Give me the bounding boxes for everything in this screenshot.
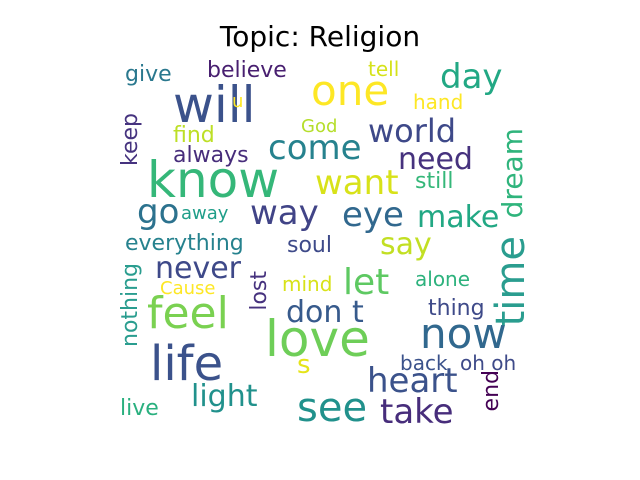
word-eye: eye (342, 195, 404, 235)
word-know: know (147, 151, 280, 209)
word-mind: mind (282, 272, 333, 296)
word-keep: keep (118, 113, 143, 166)
page-title: Topic: Religion (219, 20, 421, 53)
word-heart: heart (367, 361, 458, 401)
word-let: let (343, 262, 390, 303)
word-cause: Cause (160, 278, 216, 299)
word-thing: thing (428, 296, 485, 321)
word-way: way (250, 193, 319, 233)
word-believe: believe (207, 58, 287, 83)
word-oh-oh: oh oh (460, 351, 517, 375)
word-tell: tell (368, 57, 400, 81)
word-still: still (415, 169, 454, 194)
word-dream: dream (496, 128, 529, 219)
word-hand: hand (413, 90, 464, 114)
word-see: see (297, 385, 368, 431)
word-will: will (173, 76, 256, 134)
word-take: take (380, 392, 454, 432)
word-life: life (150, 336, 224, 392)
word-live: live (120, 396, 159, 421)
word-time: time (488, 236, 534, 327)
word-say: say (380, 227, 432, 262)
word-always: always (173, 143, 249, 168)
word-don-t: don t (286, 295, 364, 330)
word-one: one (311, 66, 390, 115)
word-away: away (181, 203, 229, 224)
word-alone: alone (415, 267, 471, 291)
word-back: back (400, 351, 448, 375)
word-everything: everything (125, 231, 244, 256)
word-nothing: nothing (118, 263, 143, 347)
word-love: love (265, 310, 370, 368)
word-go: go (137, 192, 180, 232)
word-soul: soul (287, 233, 332, 258)
word-never: never (155, 251, 242, 286)
word-day: day (440, 57, 503, 97)
word-want: want (315, 163, 399, 203)
word-lost: lost (247, 271, 272, 311)
word-feel: feel (147, 288, 229, 339)
word-world: world (368, 112, 457, 150)
word-give: give (125, 62, 172, 87)
word-now: now (420, 309, 507, 358)
word-end: end (479, 370, 504, 412)
word-u: u (232, 91, 244, 112)
word-come: come (268, 128, 362, 168)
word-find: find (173, 123, 215, 148)
word-need: need (398, 142, 473, 177)
word-make: make (417, 200, 500, 235)
word-god: God (301, 116, 338, 137)
word-s: s (297, 350, 311, 380)
word-light: light (191, 379, 258, 414)
word-cloud: will know love life one now feel see tim… (115, 57, 534, 433)
